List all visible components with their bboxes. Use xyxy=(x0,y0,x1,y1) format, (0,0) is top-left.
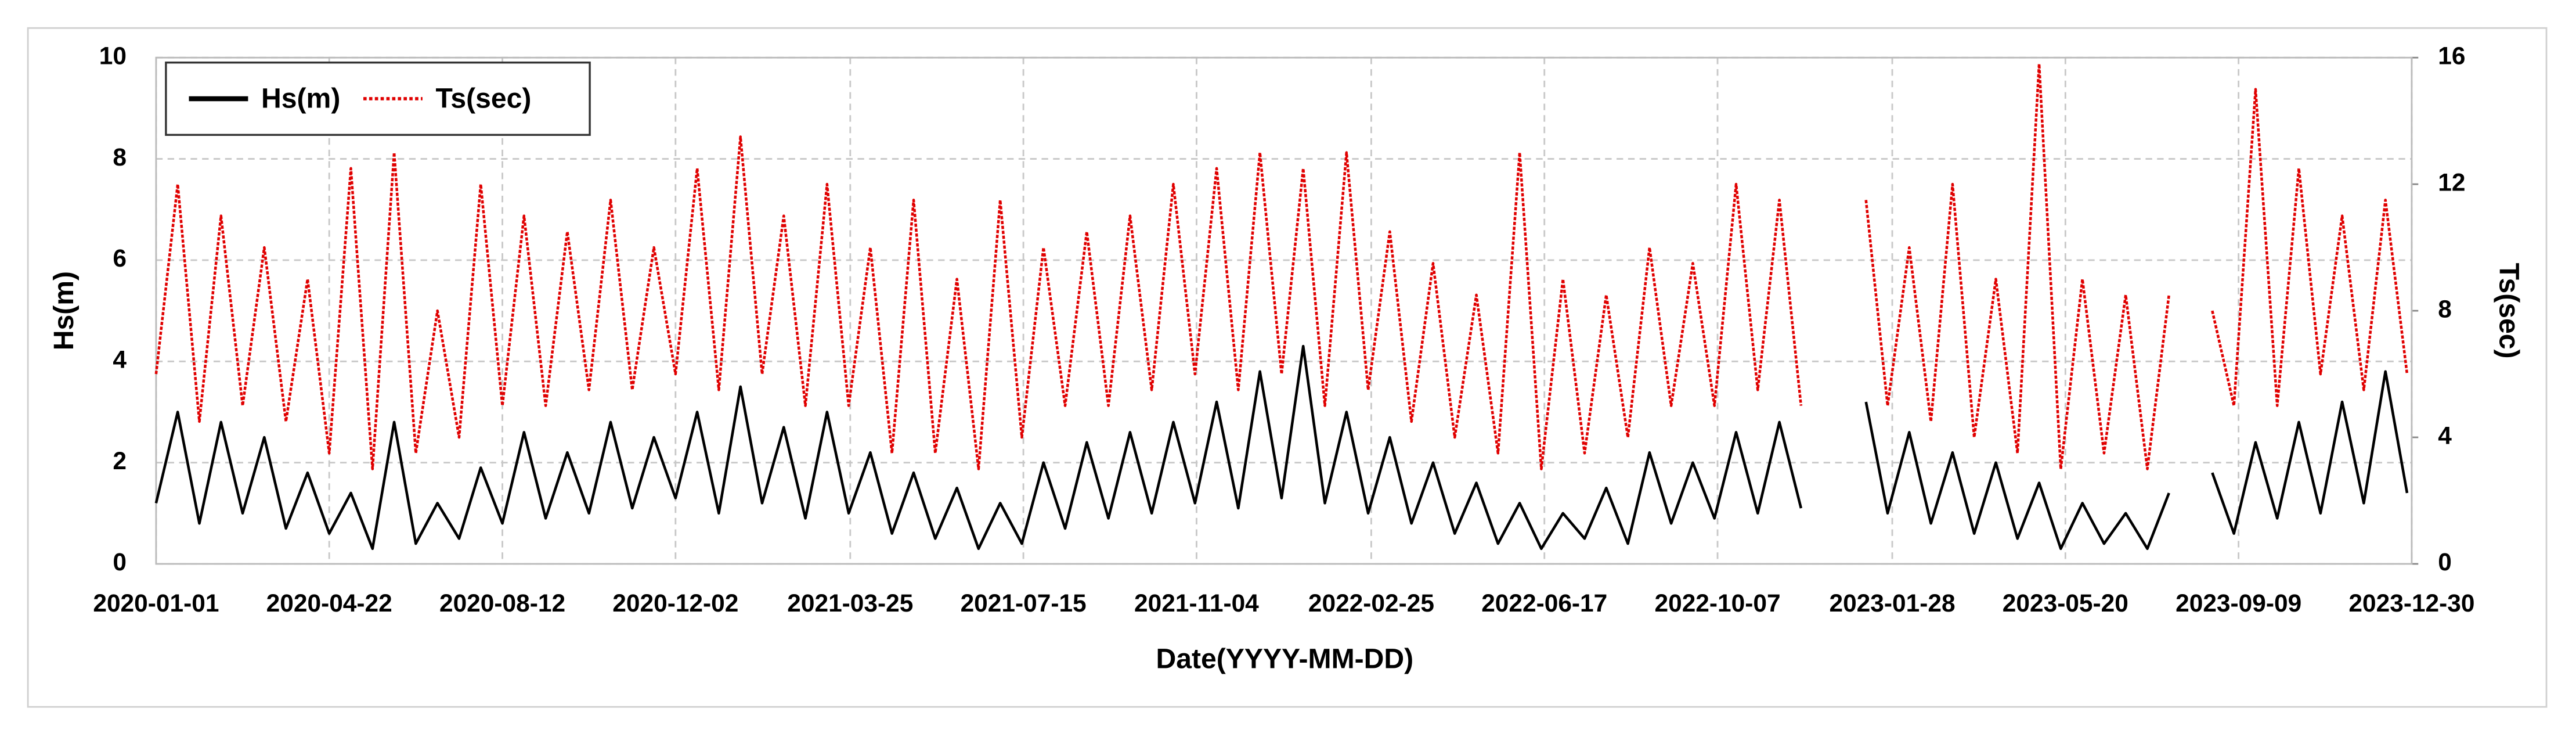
x-tick-label: 2020-04-22 xyxy=(266,589,392,617)
x-tick-label: 2022-10-07 xyxy=(1655,589,1781,617)
y2-tick-label: 4 xyxy=(2438,422,2452,449)
y2-tick-label: 16 xyxy=(2438,42,2465,69)
x-tick-label: 2022-02-25 xyxy=(1308,589,1434,617)
x-tick-label: 2021-11-04 xyxy=(1134,589,1259,617)
x-tick-label: 2022-06-17 xyxy=(1481,589,1607,617)
x-tick-label: 2023-05-20 xyxy=(2003,589,2128,617)
x-tick-label: 2023-12-30 xyxy=(2348,589,2474,617)
y2-tick-label: 8 xyxy=(2438,295,2452,322)
y2-tick-label: 0 xyxy=(2438,548,2452,576)
y-tick-label: 10 xyxy=(99,42,127,69)
x-tick-label: 2021-03-25 xyxy=(787,589,913,617)
y-tick-label: 6 xyxy=(113,244,127,272)
y2-axis-title: Ts(sec) xyxy=(2493,263,2524,359)
y2-tick-label: 12 xyxy=(2438,168,2465,196)
chart-border xyxy=(27,27,2548,708)
y-axis-title: Hs(m) xyxy=(48,271,80,350)
plot-frame xyxy=(155,56,2413,565)
x-tick-label: 2020-12-02 xyxy=(612,589,738,617)
x-tick-label: 2023-01-28 xyxy=(1829,589,1955,617)
x-tick-label: 2021-07-15 xyxy=(961,589,1087,617)
x-axis-title: Date(YYYY-MM-DD) xyxy=(1156,643,1413,675)
x-tick-label: 2020-08-12 xyxy=(439,589,565,617)
y-tick-label: 0 xyxy=(113,548,127,576)
series-line xyxy=(154,344,2409,551)
x-tick-label: 2023-09-09 xyxy=(2175,589,2301,617)
y-tick-label: 4 xyxy=(113,346,127,373)
y-tick-label: 2 xyxy=(113,447,127,474)
series-line xyxy=(154,62,2409,470)
legend-label: Hs(m) xyxy=(261,83,340,114)
y-tick-label: 8 xyxy=(113,143,127,171)
legend-label: Ts(sec) xyxy=(436,83,532,114)
x-tick-label: 2020-01-01 xyxy=(93,589,219,617)
